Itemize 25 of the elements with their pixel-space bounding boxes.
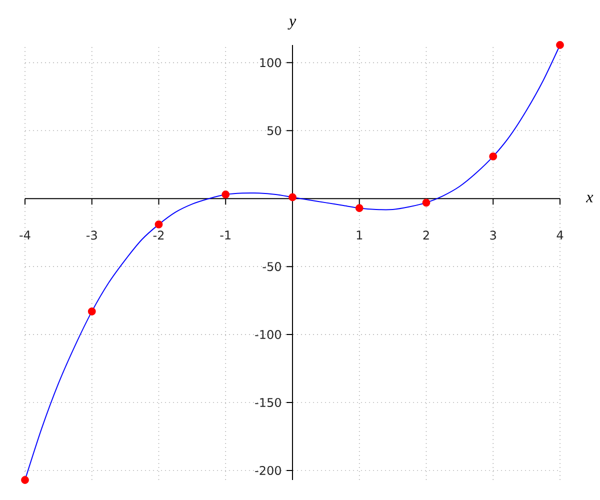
point xyxy=(21,476,29,484)
point xyxy=(88,307,96,316)
y-tick-label: -50 xyxy=(262,262,281,272)
point xyxy=(489,152,498,160)
x-tick-label: 2 xyxy=(423,230,429,240)
x-tick-label: 1 xyxy=(356,230,362,240)
y-tick-label: 100 xyxy=(260,58,281,68)
x-tick-label: -4 xyxy=(20,230,30,240)
x-tick-label: 3 xyxy=(490,230,496,240)
point xyxy=(422,198,430,207)
y-axis-title: y xyxy=(288,18,296,30)
point xyxy=(154,220,163,228)
point xyxy=(355,204,364,212)
y-tick-label: -150 xyxy=(255,398,281,408)
point xyxy=(222,190,230,198)
point xyxy=(556,41,564,49)
x-tick-label: -2 xyxy=(153,230,164,240)
x-axis-title: x xyxy=(586,194,594,202)
y-tick-label: -200 xyxy=(255,466,281,476)
point xyxy=(288,193,296,202)
x-tick-label: -3 xyxy=(86,230,97,240)
x-tick-label: -1 xyxy=(220,230,230,240)
x-tick-label: 4 xyxy=(556,230,564,240)
y-tick-label: 50 xyxy=(267,126,281,136)
y-tick-label: -100 xyxy=(255,330,281,340)
